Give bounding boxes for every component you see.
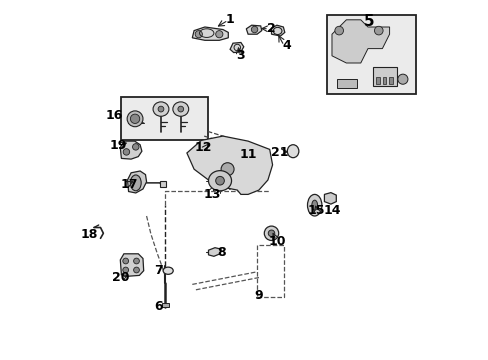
Text: 13: 13 <box>203 188 221 201</box>
Text: 6: 6 <box>154 300 163 313</box>
Polygon shape <box>331 20 389 63</box>
Bar <box>160 181 166 187</box>
Polygon shape <box>230 42 244 53</box>
Ellipse shape <box>130 175 141 191</box>
Ellipse shape <box>178 106 183 112</box>
Ellipse shape <box>221 163 234 176</box>
Ellipse shape <box>374 26 382 35</box>
Text: 20: 20 <box>111 271 129 284</box>
Text: 14: 14 <box>323 204 341 217</box>
Bar <box>375 77 379 84</box>
Bar <box>257 245 284 297</box>
Bar <box>382 77 386 84</box>
Ellipse shape <box>123 149 129 155</box>
Ellipse shape <box>268 230 274 237</box>
Polygon shape <box>324 193 336 204</box>
Ellipse shape <box>251 26 257 33</box>
Ellipse shape <box>287 145 298 158</box>
Text: 16: 16 <box>105 109 122 122</box>
Polygon shape <box>271 25 284 36</box>
Text: 3: 3 <box>236 49 244 62</box>
Bar <box>388 77 392 84</box>
Text: 18: 18 <box>80 228 98 240</box>
Text: 8: 8 <box>216 246 225 259</box>
Text: 1: 1 <box>225 13 234 26</box>
Bar <box>121 97 207 140</box>
Text: 12: 12 <box>194 141 211 154</box>
Ellipse shape <box>127 111 142 127</box>
Ellipse shape <box>153 102 168 116</box>
Ellipse shape <box>122 267 128 273</box>
Ellipse shape <box>334 26 343 35</box>
Ellipse shape <box>307 194 321 216</box>
Ellipse shape <box>172 102 188 116</box>
Ellipse shape <box>311 200 317 210</box>
Polygon shape <box>192 27 228 40</box>
Ellipse shape <box>122 258 128 264</box>
Text: 9: 9 <box>254 289 263 302</box>
Text: 15: 15 <box>307 204 325 217</box>
Ellipse shape <box>133 258 139 264</box>
Polygon shape <box>246 25 261 34</box>
Ellipse shape <box>132 144 139 150</box>
Text: 5: 5 <box>363 14 373 29</box>
Ellipse shape <box>215 31 223 38</box>
Text: 2: 2 <box>266 22 275 35</box>
Polygon shape <box>120 141 142 159</box>
Polygon shape <box>186 136 272 194</box>
Bar <box>326 15 415 94</box>
Polygon shape <box>127 171 146 193</box>
Ellipse shape <box>158 106 163 112</box>
Ellipse shape <box>264 226 278 240</box>
Text: 7: 7 <box>154 264 163 277</box>
Ellipse shape <box>195 31 202 38</box>
Ellipse shape <box>397 74 407 84</box>
Text: 17: 17 <box>121 178 138 191</box>
Polygon shape <box>208 248 221 256</box>
Ellipse shape <box>215 176 224 185</box>
Text: 21: 21 <box>270 146 288 159</box>
Ellipse shape <box>130 114 140 123</box>
Polygon shape <box>120 254 143 276</box>
Bar <box>337 79 356 88</box>
Text: 10: 10 <box>267 235 285 248</box>
Bar <box>373 67 396 86</box>
Text: 19: 19 <box>109 139 126 152</box>
Text: 11: 11 <box>239 148 256 161</box>
Ellipse shape <box>163 267 173 274</box>
Ellipse shape <box>133 267 139 273</box>
Text: 4: 4 <box>282 39 290 52</box>
Ellipse shape <box>208 171 231 191</box>
Bar <box>162 303 168 307</box>
